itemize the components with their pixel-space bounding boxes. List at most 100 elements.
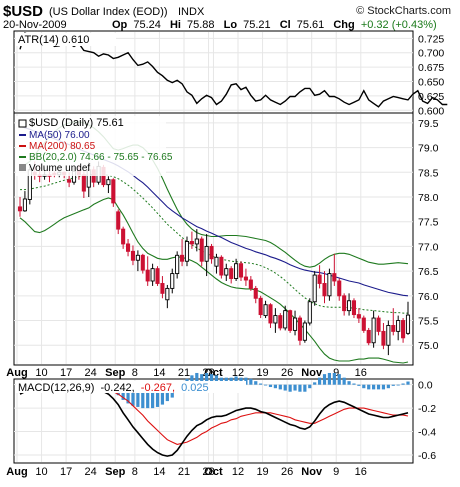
candle-body [258, 297, 263, 316]
ma50-legend: MA(50) 76.00 [29, 130, 90, 141]
macd-histogram-bar [396, 384, 400, 386]
macd-histogram-bar [155, 384, 160, 407]
candle-body [81, 174, 86, 192]
bb-middle-line [20, 173, 408, 314]
candle-body [126, 243, 131, 252]
x-tick-label: 21 [178, 367, 190, 379]
macd-histogram-bar [234, 376, 238, 385]
open-label: Op [112, 19, 128, 31]
candle-body [386, 325, 391, 346]
candle-body [234, 263, 239, 279]
x-tick-label: Aug [6, 466, 27, 478]
macd-histogram-bar [263, 384, 268, 386]
candle-body [273, 315, 278, 324]
macd-histogram-bar [288, 384, 292, 392]
y-tick-label: -0.2 [418, 403, 436, 415]
x-tick-label: Sep [105, 367, 125, 379]
candle-body [376, 317, 381, 332]
macd-histogram-bar [317, 377, 322, 385]
candle-body [288, 310, 293, 331]
x-tick-label: 24 [85, 466, 97, 478]
x-tick-label: 8 [132, 466, 138, 478]
y-tick-label: 0.600 [418, 105, 444, 117]
macd-histogram-bar [342, 377, 346, 385]
x-tick-label: 16 [355, 466, 367, 478]
candle-body [381, 330, 386, 346]
macd-histogram-bar [268, 384, 273, 388]
candle-body [22, 198, 27, 212]
volume-swatch [19, 164, 26, 171]
candle-body [401, 320, 406, 339]
y-tick-label: 75.0 [418, 340, 439, 352]
svg-text:Op 75.24 Hi: Op 75.24 Hi 75.88 Lo 75.21 Cl 75.61 Chg … [112, 19, 437, 31]
candle-body [67, 179, 72, 183]
candle-body [347, 300, 352, 312]
open-value: 75.24 [133, 19, 161, 31]
price-panel: 79.5 79.0 78.5 78.0 77.5 77.0 76.5 76.0 75.5 75.0… [13, 112, 439, 366]
macd-histogram-bar [249, 378, 253, 385]
candle-body [263, 304, 268, 317]
candle-body [356, 314, 361, 319]
candle-body [302, 322, 307, 341]
bb-legend: BB(20,2.0) 74.66 - 75.65 - 76.65 [29, 152, 173, 163]
candle-body [229, 268, 234, 279]
macd-histogram-bar [372, 384, 376, 390]
candle-body [160, 283, 165, 294]
y-tick-label: 75.5 [418, 316, 439, 328]
y-tick-label: 0.0 [418, 380, 433, 392]
index-name-label: (US Dollar Index (EOD)) [49, 6, 168, 18]
macd-line [19, 385, 409, 457]
candle-body [371, 317, 376, 344]
watermark: © StockCharts.com [356, 5, 451, 17]
macd-histogram-bar [391, 384, 395, 386]
candle-body [243, 276, 248, 281]
x-tick-label: Oct [204, 367, 223, 379]
x-tick-label: 28 [202, 466, 214, 478]
candle-body [297, 317, 302, 341]
close-label: Cl [280, 19, 291, 31]
x-tick-label: Oct [204, 466, 223, 478]
candle-body [194, 238, 199, 245]
y-tick-label: 0.700 [418, 48, 444, 60]
candle-body [116, 211, 121, 230]
x-tick-label: 12 [232, 367, 244, 379]
macd-histogram-bar [367, 384, 371, 390]
macd-histogram-bar [406, 381, 410, 385]
macd-histogram-bar [283, 384, 287, 391]
x-tick-label: 16 [355, 367, 367, 379]
x-tick-label: 19 [256, 367, 268, 379]
candle-body [199, 238, 204, 262]
candle-body [312, 274, 317, 303]
volume-legend: Volume undef [29, 163, 90, 174]
candle-body [135, 254, 140, 261]
change-label: Chg [333, 19, 354, 31]
macd-legend-label: MACD(12,26,9) [18, 382, 94, 394]
x-tick-label: Nov [301, 367, 323, 379]
x-tick-label: 9 [333, 466, 339, 478]
x-tick-label: 12 [232, 466, 244, 478]
candle-body [180, 254, 185, 262]
macd-histogram-bar [293, 384, 297, 391]
macd-histogram-bar [303, 384, 307, 392]
high-label: Hi [170, 19, 181, 31]
exchange-label: INDX [178, 6, 205, 18]
candle-body [317, 274, 322, 284]
macd-histogram-bar [254, 381, 258, 385]
price-panel-frame [13, 112, 414, 366]
macd-histogram-bar [126, 384, 130, 404]
date-label: 20-Nov-2009 [3, 19, 67, 31]
x-tick-label: 10 [35, 367, 47, 379]
candle-body [322, 283, 327, 297]
candle-body [106, 179, 111, 186]
x-tick-label: 19 [256, 466, 268, 478]
macd-panel-frame [13, 378, 414, 464]
macd-histogram-bar [337, 374, 341, 385]
macd-histogram-bar [131, 384, 135, 406]
close-value: 75.61 [297, 19, 325, 31]
macd-histogram-bar [313, 382, 317, 385]
macd-histogram-bar [146, 384, 150, 409]
macd-histogram-bar [362, 384, 366, 389]
